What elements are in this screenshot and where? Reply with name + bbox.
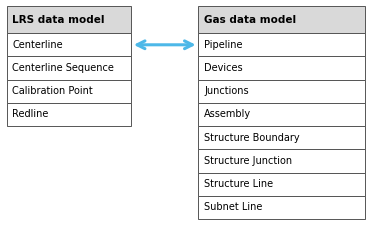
Text: Calibration Point: Calibration Point bbox=[12, 86, 93, 96]
Bar bbox=[7, 6, 131, 33]
Bar bbox=[7, 33, 131, 56]
Bar bbox=[198, 149, 365, 173]
Bar bbox=[198, 126, 365, 149]
Bar bbox=[198, 173, 365, 196]
Text: LRS data model: LRS data model bbox=[12, 14, 105, 25]
Bar bbox=[198, 103, 365, 126]
Bar bbox=[198, 6, 365, 33]
Text: Structure Junction: Structure Junction bbox=[204, 156, 292, 166]
Text: Subnet Line: Subnet Line bbox=[204, 202, 262, 212]
Text: Gas data model: Gas data model bbox=[204, 14, 296, 25]
Text: Junctions: Junctions bbox=[204, 86, 249, 96]
Bar bbox=[7, 80, 131, 103]
Text: Structure Boundary: Structure Boundary bbox=[204, 133, 300, 143]
Bar bbox=[7, 56, 131, 80]
Text: Redline: Redline bbox=[12, 109, 49, 119]
Text: Pipeline: Pipeline bbox=[204, 40, 243, 50]
Text: Centerline: Centerline bbox=[12, 40, 63, 50]
Text: Structure Line: Structure Line bbox=[204, 179, 273, 189]
Bar bbox=[198, 196, 365, 219]
Bar bbox=[198, 56, 365, 80]
Text: Devices: Devices bbox=[204, 63, 243, 73]
Text: Centerline Sequence: Centerline Sequence bbox=[12, 63, 114, 73]
Bar bbox=[198, 80, 365, 103]
Bar bbox=[7, 103, 131, 126]
Text: Assembly: Assembly bbox=[204, 109, 251, 119]
Bar bbox=[198, 33, 365, 56]
